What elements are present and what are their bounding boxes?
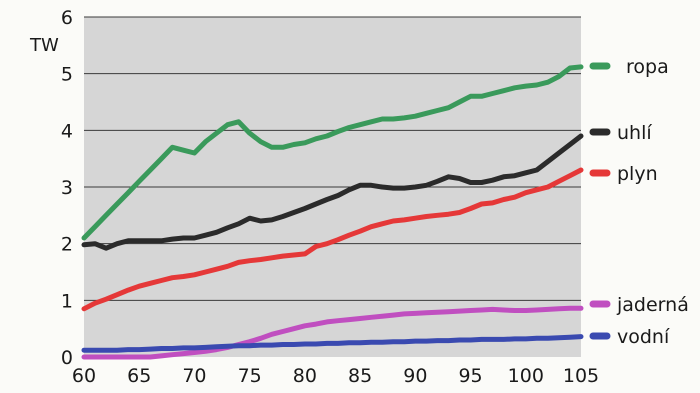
y-tick-label: 3 [61, 177, 73, 199]
legend-label-jaderná: jaderná [616, 294, 689, 316]
y-tick-label: 6 [61, 7, 73, 29]
y-tick-label: 1 [61, 290, 73, 312]
legend: ropa uhlí plyn jaderná vodní [589, 56, 689, 348]
unit-label: TW [29, 35, 59, 56]
series-line-plyn [81, 167, 584, 312]
series-line-vodní [81, 334, 584, 353]
y-tick-label: 0 [61, 347, 73, 369]
x-tick-label: 75 [238, 365, 262, 387]
series-lines [81, 64, 584, 360]
legend-label-plyn: plyn [617, 163, 658, 185]
x-tick-label: 90 [403, 365, 427, 387]
series-line-uhlí [81, 133, 584, 251]
x-tick-label: 70 [182, 365, 206, 387]
legend-label-ropa: ropa [626, 56, 669, 78]
x-tick-label: 65 [127, 365, 151, 387]
x-tick-label: 85 [348, 365, 372, 387]
y-tick-label: 4 [61, 120, 73, 142]
x-axis-ticks: 60 65 70 75 80 85 90 95 100 105 [72, 365, 599, 387]
x-tick-label: 60 [72, 365, 96, 387]
x-tick-label: 95 [458, 365, 482, 387]
y-tick-label: 2 [61, 234, 73, 256]
y-tick-label: 5 [61, 64, 73, 86]
x-tick-label: 105 [563, 365, 599, 387]
series-line-jaderná [81, 305, 584, 360]
y-axis-ticks: 0 1 2 3 4 5 6 [61, 7, 73, 369]
x-tick-label: 80 [293, 365, 317, 387]
x-tick-label: 100 [508, 365, 544, 387]
legend-label-vodní: vodní [617, 326, 670, 348]
legend-label-uhlí: uhlí [617, 122, 652, 144]
series-line-ropa [81, 64, 584, 241]
